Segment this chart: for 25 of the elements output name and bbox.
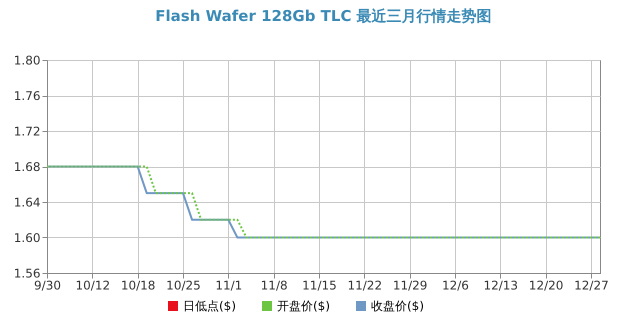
x-tick-label: 11/22 [348, 278, 382, 292]
x-tick-label: 12/6 [442, 278, 469, 292]
y-tick-label: 1.72 [14, 124, 40, 138]
x-tick-label: 12/27 [574, 278, 609, 292]
x-tick-label: 9/30 [34, 278, 61, 292]
y-tick-label: 1.68 [14, 160, 40, 174]
x-tick-label: 12/20 [528, 278, 564, 292]
y-tick-label: 1.64 [14, 196, 40, 210]
y-tick-label: 1.76 [14, 89, 40, 103]
x-tick-label: 10/12 [76, 278, 110, 292]
x-tick-label: 11/29 [392, 278, 428, 292]
x-tick-label: 11/1 [215, 278, 242, 292]
y-tick-label: 1.60 [14, 231, 40, 245]
y-tick-label: 1.56 [14, 266, 40, 280]
x-tick-label: 10/25 [166, 278, 201, 292]
x-tick-label: 12/13 [483, 278, 518, 292]
legend-label: 收盘价($) [371, 299, 424, 313]
legend-label: 日低点($) [183, 299, 236, 313]
line-series [46, 166, 601, 238]
x-tick-label: 11/15 [302, 278, 337, 292]
y-tick-label: 1.80 [14, 54, 40, 68]
x-tick-label: 11/8 [260, 278, 288, 292]
chart-title: Flash Wafer 128Gb TLC 最近三月行情走势图 [155, 7, 492, 25]
legend-label: 开盘价($) [277, 299, 330, 313]
x-tick-label: 10/18 [120, 278, 156, 292]
